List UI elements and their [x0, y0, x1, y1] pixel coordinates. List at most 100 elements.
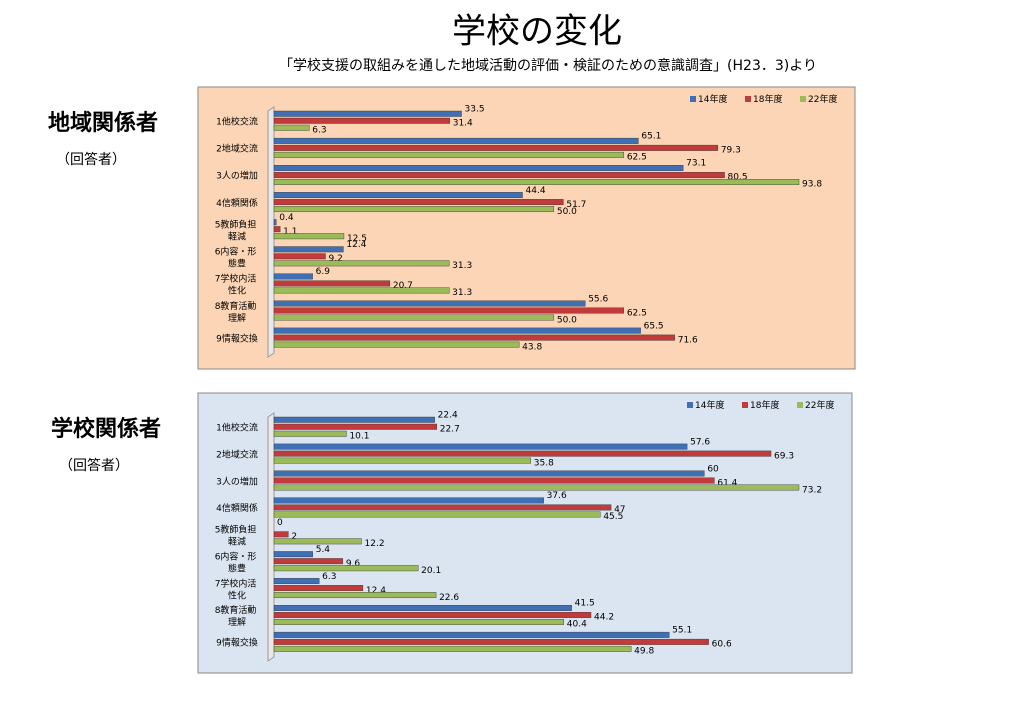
bar — [273, 206, 555, 213]
category-label: 4信頼関係 — [216, 197, 258, 209]
legend-swatch — [745, 96, 751, 102]
bar — [273, 172, 725, 178]
bar — [273, 638, 709, 645]
value-label: 65.1 — [641, 132, 661, 142]
value-label: 71.6 — [678, 335, 698, 345]
bar — [273, 110, 462, 117]
value-label: 20.7 — [393, 281, 413, 291]
bar — [273, 443, 688, 450]
legend-label: 22年度 — [805, 399, 834, 411]
value-label: 50.0 — [557, 207, 577, 217]
bar — [273, 477, 715, 484]
value-label: 6.9 — [316, 267, 331, 277]
bar — [273, 416, 435, 423]
bar — [273, 219, 277, 226]
legend-swatch — [742, 402, 748, 408]
value-label: 57.6 — [690, 437, 710, 447]
value-label: 10.1 — [349, 432, 369, 442]
value-label: 47 — [614, 505, 625, 515]
bar — [273, 124, 310, 131]
value-label: 31.3 — [452, 261, 472, 271]
value-label: 9.6 — [346, 559, 361, 569]
value-label: 61.4 — [717, 478, 737, 488]
category-label: 6内容・形 態豊 — [215, 245, 260, 269]
value-label: 60 — [707, 464, 719, 474]
category-label: 4信頼関係 — [216, 502, 258, 514]
bar — [273, 137, 639, 144]
bar — [273, 253, 326, 260]
category-label: 3人の増加 — [216, 170, 258, 182]
value-label: 65.5 — [644, 321, 664, 331]
category-label: 5教師負担 軽減 — [215, 523, 260, 547]
bar — [273, 565, 419, 572]
value-label: 55.1 — [672, 626, 692, 636]
value-label: 69.3 — [774, 451, 794, 461]
bar — [273, 300, 586, 307]
value-label: 12.5 — [347, 234, 367, 244]
category-label: 1他校交流 — [216, 422, 258, 434]
bar — [273, 645, 632, 652]
value-label: 12.4 — [366, 586, 386, 596]
category-label: 2地域交流 — [216, 143, 258, 155]
bar — [273, 246, 344, 253]
bar — [273, 484, 800, 491]
bar — [273, 117, 450, 124]
value-label: 73.1 — [686, 159, 706, 169]
legend-label: 18年度 — [753, 93, 782, 105]
value-label: 41.5 — [575, 599, 595, 609]
plot-panel — [197, 392, 853, 674]
bar — [273, 314, 555, 321]
bar — [273, 631, 670, 638]
bar — [273, 619, 564, 625]
legend-label: 22年度 — [808, 93, 837, 105]
bar — [273, 423, 438, 430]
bar — [273, 334, 675, 341]
value-label: 73.2 — [802, 485, 822, 495]
value-label: 55.6 — [588, 294, 608, 304]
value-label: 22.6 — [439, 593, 459, 603]
legend-label: 18年度 — [750, 399, 779, 411]
value-label: 0 — [277, 518, 283, 528]
bar — [273, 144, 719, 151]
bar — [273, 430, 347, 437]
bar — [273, 260, 450, 267]
bar — [273, 179, 800, 185]
legend-swatch — [687, 402, 693, 408]
side-label: 学校関係者 — [51, 416, 161, 442]
category-label: 1他校交流 — [216, 116, 258, 128]
category-label: 9情報交換 — [216, 637, 258, 649]
legend-swatch — [797, 402, 803, 408]
category-label: 7学校内活 性化 — [215, 577, 260, 601]
bar — [273, 192, 523, 199]
bar — [273, 341, 520, 348]
value-label: 44.4 — [526, 186, 546, 196]
bar — [273, 470, 705, 477]
value-label: 44.2 — [594, 613, 614, 623]
value-label: 45.5 — [603, 512, 623, 522]
category-label: 3人の増加 — [216, 475, 258, 487]
side-label: 地域関係者 — [48, 110, 158, 136]
value-label: 31.4 — [453, 119, 473, 129]
category-label: 8教育活動 理解 — [215, 299, 260, 323]
value-label: 62.5 — [627, 308, 647, 318]
bar — [273, 558, 344, 565]
value-label: 5.4 — [316, 545, 331, 555]
value-label: 1.1 — [283, 227, 297, 237]
bar — [273, 226, 281, 233]
category-label: 5教師負担 軽減 — [215, 218, 260, 242]
bar — [273, 450, 772, 457]
value-label: 20.1 — [421, 566, 441, 576]
legend-swatch — [690, 96, 696, 102]
value-label: 60.6 — [712, 640, 732, 650]
value-label: 35.8 — [534, 458, 554, 468]
value-label: 22.7 — [440, 425, 460, 435]
value-label: 9.2 — [328, 254, 342, 264]
legend-label: 14年度 — [695, 399, 724, 411]
bar — [273, 327, 641, 334]
value-label: 6.3 — [322, 572, 336, 582]
axis-bracket — [267, 106, 275, 358]
bar — [273, 497, 544, 504]
category-label: 6内容・形 態豊 — [215, 550, 260, 574]
bar — [273, 592, 437, 599]
